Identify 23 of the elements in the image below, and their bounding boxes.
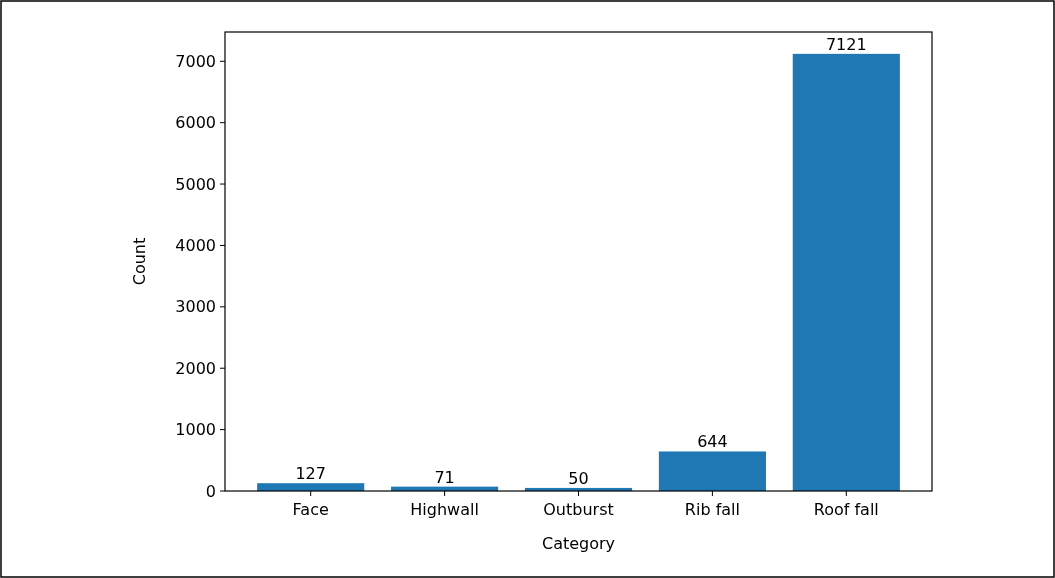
- y-tick-label: 6000: [175, 113, 216, 133]
- bar: [257, 483, 365, 491]
- data-label: 50: [568, 468, 589, 488]
- x-tick-label: Outburst: [543, 500, 614, 519]
- x-tick-label: Face: [292, 500, 329, 519]
- y-tick-label: 7000: [175, 51, 216, 71]
- bar: [658, 451, 766, 491]
- data-label: 644: [697, 432, 728, 452]
- bar: [792, 53, 900, 491]
- x-tick-label: Roof fall: [813, 500, 879, 519]
- y-tick-label: 1000: [175, 420, 216, 440]
- y-tick-label: 0: [205, 481, 216, 501]
- x-tick-label: Rib fall: [684, 500, 740, 519]
- y-tick-label: 2000: [175, 358, 216, 378]
- x-axis-title: Category: [541, 534, 616, 553]
- x-tick-label: Highwall: [410, 500, 479, 519]
- data-label: 7121: [825, 34, 867, 54]
- data-label: 71: [434, 467, 455, 487]
- y-tick-label: 3000: [175, 297, 216, 317]
- y-axis-title: Count: [130, 237, 149, 286]
- data-label: 127: [295, 464, 326, 484]
- y-tick-label: 5000: [175, 174, 216, 194]
- y-tick-label: 4000: [175, 236, 216, 256]
